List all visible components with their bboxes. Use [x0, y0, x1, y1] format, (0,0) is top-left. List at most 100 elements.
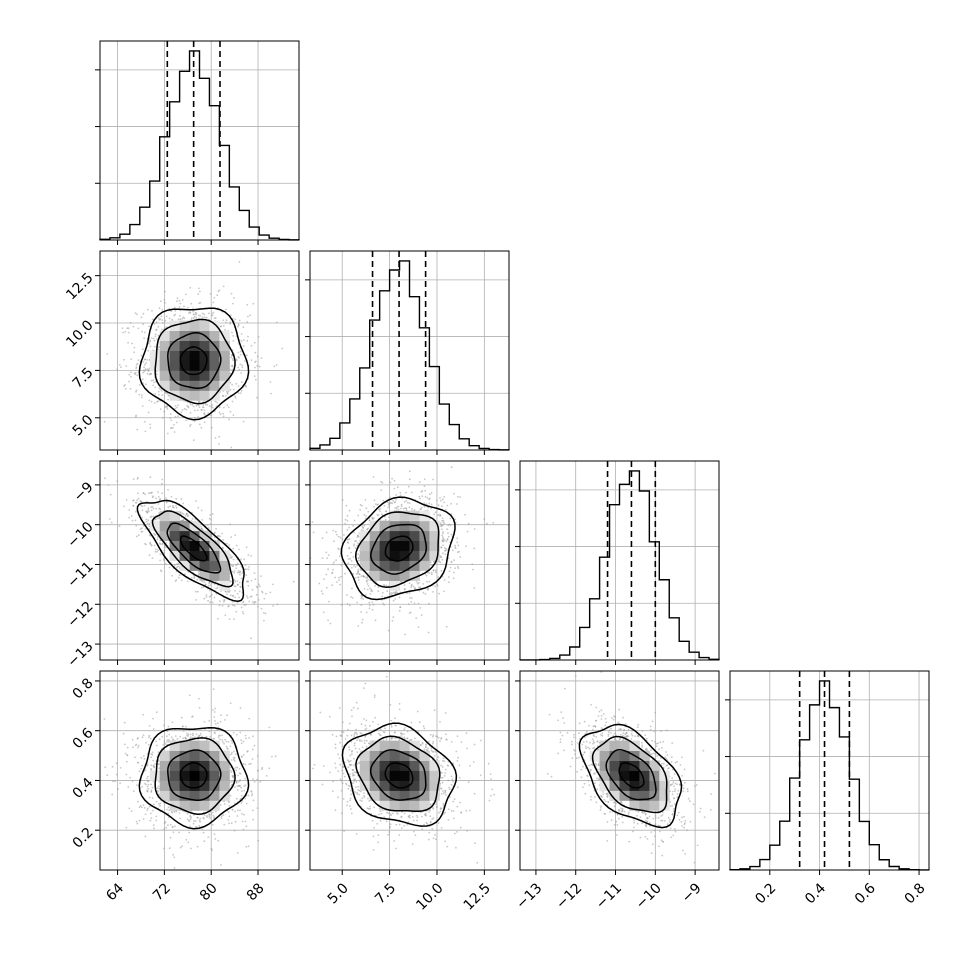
sample-point: [327, 568, 329, 571]
sample-point: [181, 725, 184, 728]
sample-point: [132, 325, 135, 328]
y-tick-label: −9: [71, 479, 97, 505]
sample-point: [211, 314, 214, 317]
sample-point: [239, 350, 242, 353]
sample-point: [233, 618, 235, 620]
sample-point: [157, 549, 159, 552]
sample-point: [340, 564, 343, 567]
sample-point: [110, 521, 113, 524]
sample-point: [472, 568, 474, 571]
sample-point: [140, 354, 143, 357]
sample-point: [148, 554, 151, 557]
sample-point: [170, 427, 173, 429]
sample-point: [134, 519, 137, 522]
sample-point: [172, 831, 175, 834]
sample-point: [211, 513, 214, 515]
sample-point: [373, 499, 376, 502]
sample-point: [246, 595, 248, 597]
sample-point: [442, 498, 444, 501]
sample-point: [327, 619, 329, 622]
sample-point: [454, 567, 456, 570]
sample-point: [201, 586, 203, 589]
sample-point: [456, 503, 458, 505]
sample-point: [258, 583, 260, 586]
sample-point: [323, 578, 325, 580]
sample-point: [430, 492, 433, 494]
sample-point: [238, 261, 241, 263]
sample-point: [419, 497, 421, 500]
sample-point: [208, 595, 211, 598]
sample-point: [239, 354, 242, 356]
sample-point: [151, 557, 154, 559]
sample-point: [424, 593, 427, 595]
sample-point: [135, 524, 138, 527]
sample-point: [164, 301, 166, 304]
panel-3-0: 0.20.40.60.864 72 80 88: [70, 670, 300, 904]
sample-point: [178, 299, 181, 302]
sample-point: [135, 510, 137, 513]
sample-point: [181, 409, 184, 411]
sample-point: [233, 297, 235, 299]
sample-point: [337, 547, 340, 550]
sample-point: [127, 341, 129, 344]
sample-point: [459, 556, 462, 558]
sample-point: [432, 591, 434, 593]
sample-point: [335, 559, 337, 561]
sample-point: [423, 478, 426, 481]
sample-point: [292, 580, 295, 583]
sample-point: [344, 518, 347, 521]
sample-point: [241, 610, 244, 613]
sample-point: [165, 497, 167, 499]
sample-point: [133, 346, 136, 349]
sample-point: [453, 559, 455, 562]
sample-point: [140, 396, 143, 399]
sample-point: [443, 579, 446, 581]
sample-point: [141, 405, 144, 407]
sample-point: [204, 316, 206, 318]
sample-point: [153, 402, 156, 404]
contour-3: [136, 499, 245, 602]
sample-point: [272, 605, 274, 607]
sample-point: [164, 319, 167, 322]
sample-point: [391, 619, 394, 622]
sample-point: [226, 404, 229, 406]
histogram-step: [99, 50, 300, 241]
sample-point: [371, 601, 374, 604]
sample-point: [430, 503, 433, 506]
sample-point: [217, 839, 220, 842]
sample-point: [137, 359, 140, 361]
sample-point: [135, 367, 138, 370]
sample-point: [213, 596, 216, 599]
sample-point: [260, 607, 263, 610]
sample-point: [417, 602, 420, 605]
sample-point: [124, 388, 127, 390]
sample-point: [135, 363, 138, 366]
sample-point: [203, 421, 206, 424]
sample-point: [458, 550, 460, 553]
sample-point: [246, 354, 248, 357]
sample-point: [229, 410, 232, 413]
sample-point: [254, 578, 257, 581]
sample-point: [218, 406, 221, 409]
sample-point: [251, 748, 254, 751]
histogram-step: [519, 470, 720, 661]
sample-point: [162, 416, 164, 419]
sample-point: [128, 331, 130, 334]
sample-point: [395, 494, 397, 496]
sample-point: [376, 504, 379, 506]
sample-point: [240, 381, 243, 384]
sample-point: [249, 314, 252, 317]
sample-point: [332, 563, 335, 566]
sample-point: [410, 597, 413, 599]
sample-point: [200, 409, 203, 411]
sample-point: [353, 519, 356, 522]
sample-point: [151, 318, 154, 321]
sample-point: [151, 496, 154, 499]
sample-point: [345, 504, 348, 507]
sample-point: [346, 528, 349, 531]
sample-point: [273, 365, 276, 368]
sample-point: [360, 594, 363, 597]
sample-point: [155, 321, 158, 324]
sample-point: [168, 847, 171, 850]
sample-point: [439, 497, 441, 499]
